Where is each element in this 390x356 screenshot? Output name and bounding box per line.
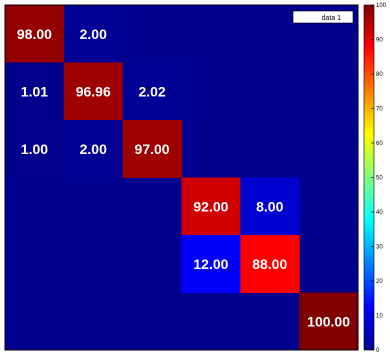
heatmap-cell — [181, 235, 241, 293]
plot-frame — [4, 4, 359, 351]
heatmap-cell — [240, 177, 300, 236]
colorbar-tick-label: 30 — [376, 245, 383, 251]
colorbar-tick-label: 50 — [376, 176, 383, 182]
heatmap-cell — [5, 5, 65, 63]
cell-value-label: 97.00 — [135, 141, 170, 157]
heatmap-cell — [299, 292, 359, 351]
colorbar-tick-label: 60 — [376, 141, 383, 147]
colorbar-tick-label: 0 — [376, 348, 380, 354]
cell-value-label: 2.00 — [80, 141, 107, 157]
colorbar-tick-label: 20 — [376, 279, 383, 285]
heatmap-cells: 98.00 2.00 1.01 96.96 2.02 1.00 2.00 97.00 92.00… — [5, 5, 359, 351]
colorbar-tick-label: 90 — [376, 38, 383, 44]
heatmap-cell — [181, 177, 241, 236]
cell-value-label: 92.00 — [193, 198, 228, 214]
cell-value-label: 12.00 — [193, 256, 228, 272]
cell-value-label: 98.00 — [17, 26, 52, 42]
cell-value-label: 100.00 — [307, 313, 350, 329]
heatmap-cell — [63, 120, 124, 178]
cell-value-label: 2.00 — [80, 26, 107, 42]
heatmap-cell — [122, 120, 182, 178]
colorbar-tick-label: 40 — [376, 210, 383, 216]
heatmap-cell — [240, 235, 300, 293]
cell-value-label: 1.00 — [21, 141, 48, 157]
cell-value-label: 1.01 — [21, 83, 48, 99]
heatmap-cell — [63, 62, 124, 121]
colorbar-tick-label: 70 — [376, 107, 383, 113]
heatmap-cell — [5, 120, 65, 178]
colorbar-ticks: 0 10 20 30 40 50 60 70 80 90 100 — [371, 3, 387, 354]
heatmap-cell — [122, 62, 182, 121]
heatmap-cell — [5, 62, 65, 121]
cell-value-label: 2.02 — [138, 83, 165, 99]
cell-value-label: 88.00 — [252, 256, 287, 272]
cell-value-label: 96.96 — [76, 83, 111, 99]
cell-value-label: 8.00 — [256, 198, 283, 214]
colorbar-tick-label: 80 — [376, 72, 383, 78]
colorbar-tick-label: 100 — [376, 3, 387, 9]
heatmap-cell — [63, 5, 124, 63]
legend-label: data 1 — [322, 15, 342, 22]
colorbar-tick-label: 10 — [376, 314, 383, 320]
legend-box: data 1 — [292, 10, 354, 24]
